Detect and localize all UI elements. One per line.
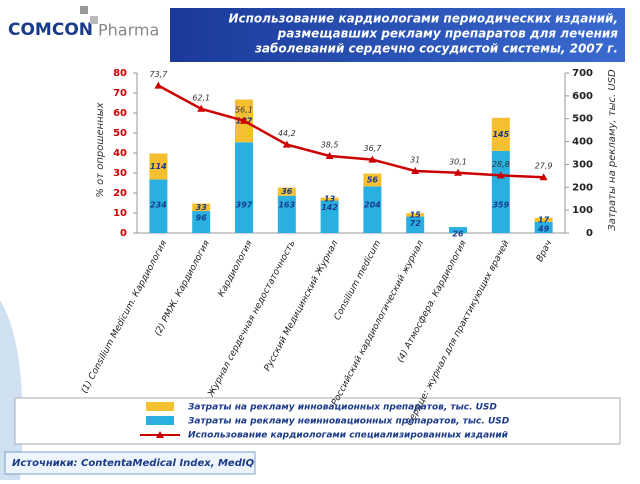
bar-segment	[406, 213, 425, 217]
line-marker	[154, 81, 163, 89]
line-value-label: 56,1	[235, 105, 253, 114]
line-value-label: 28,8	[492, 160, 510, 169]
bar-segment	[491, 117, 510, 151]
bar-segment	[363, 173, 382, 187]
bar-segment	[534, 221, 553, 233]
bar-segment	[534, 217, 553, 222]
bar-value-label: 397	[236, 201, 253, 210]
y-tick-label: 50	[113, 128, 127, 139]
bar-segment	[192, 203, 211, 212]
y2-tick-label: 700	[572, 68, 593, 79]
line-marker	[368, 155, 377, 163]
y2-tick-label: 500	[572, 114, 593, 125]
line-marker	[282, 140, 291, 148]
y-axis-label: % от опрошенных	[95, 102, 106, 197]
bar-value-label: 15	[410, 210, 422, 219]
bar-segment	[320, 200, 339, 233]
bar-value-label: 72	[410, 219, 422, 228]
bar-segment	[363, 186, 382, 233]
bar-value-label: 17	[538, 215, 550, 224]
line-value-label: 73,7	[149, 70, 168, 79]
legend-swatch	[146, 402, 174, 411]
bar-value-label: 96	[196, 214, 208, 223]
logo-square	[80, 6, 88, 14]
legend-box	[14, 397, 621, 445]
line-marker	[496, 171, 505, 179]
bar-segment	[491, 150, 510, 233]
y-tick-label: 70	[113, 88, 127, 99]
y2-tick-label: 400	[572, 137, 593, 148]
logo-brand: COMCON	[8, 20, 93, 40]
bar-segment	[277, 195, 296, 233]
title-box	[170, 8, 625, 62]
y2-tick-label: 0	[586, 228, 593, 239]
y2-tick-label: 200	[572, 182, 593, 193]
line-value-label: 30,1	[449, 157, 467, 166]
y-tick-label: 10	[113, 208, 127, 219]
line-marker	[411, 167, 420, 174]
legend-swatch	[156, 431, 164, 438]
bar-value-label: 234	[150, 201, 167, 210]
bar-value-label: 33	[196, 203, 208, 212]
source: Источники: ContentaMedical Index, MedIQ	[12, 458, 255, 469]
line	[157, 84, 544, 179]
line-value-label: 27,9	[535, 162, 553, 171]
y-tick-label: 40	[113, 148, 127, 159]
bar-segment	[192, 211, 211, 233]
line-value-label: 44,2	[278, 129, 296, 138]
bar-segment	[149, 153, 168, 180]
logo-square	[90, 16, 98, 24]
bar-value-label: 142	[321, 203, 338, 212]
y-tick-label: 0	[120, 228, 127, 239]
bar-segment	[277, 187, 296, 196]
y-tick-label: 60	[113, 108, 127, 119]
bar-value-label: 36	[281, 187, 293, 196]
y2-tick-label: 600	[572, 91, 593, 102]
bar-value-label: 56	[367, 175, 379, 184]
bar-value-label: 114	[150, 162, 167, 171]
line-value-label: 38,5	[321, 141, 339, 150]
bar-value-label: 13	[324, 195, 336, 204]
chart-title: заболеваний сердечно сосудистой системы,…	[254, 42, 618, 56]
chart-title: Использование кардиологами периодических…	[228, 12, 618, 26]
line-value-label: 31	[410, 156, 420, 165]
y-tick-label: 80	[113, 68, 127, 79]
y2-tick-label: 300	[572, 159, 593, 170]
line-value-label: 62,1	[192, 93, 210, 102]
y-tick-label: 30	[113, 168, 127, 179]
legend-label: Затраты на рекламу неинновационных препа…	[188, 417, 510, 427]
bar-value-label: 163	[278, 201, 295, 210]
y2-axis-label: Затраты на рекламу, тыс. USD	[607, 69, 618, 231]
bar-segment	[406, 216, 425, 233]
bar-segment	[320, 197, 339, 201]
source-box	[4, 451, 256, 475]
legend-label: Затраты на рекламу инновационных препара…	[188, 403, 497, 413]
legend-label: Использование кардиологами специализиров…	[188, 431, 509, 441]
line-marker	[197, 104, 206, 112]
legend-swatch	[146, 416, 174, 425]
bar-segment	[235, 142, 253, 233]
bar-value-label: 204	[364, 201, 381, 210]
line-marker	[325, 152, 334, 159]
line-value-label: 36,7	[363, 144, 382, 153]
bar-value-label: 359	[492, 201, 509, 210]
bar-value-label: 145	[492, 130, 509, 139]
logo-product: Pharma	[98, 21, 159, 40]
bar-value-label: 49	[537, 224, 550, 233]
line-marker	[539, 173, 548, 181]
bar-segment	[149, 179, 168, 233]
chart-title: размещавших рекламу препаратов для лечен…	[277, 27, 619, 41]
bar-segment	[449, 227, 467, 233]
y-tick-label: 20	[113, 188, 127, 199]
bar-value-label: 26	[452, 230, 464, 239]
y2-tick-label: 100	[572, 205, 593, 216]
line-marker	[240, 116, 248, 124]
line-marker	[454, 168, 462, 176]
